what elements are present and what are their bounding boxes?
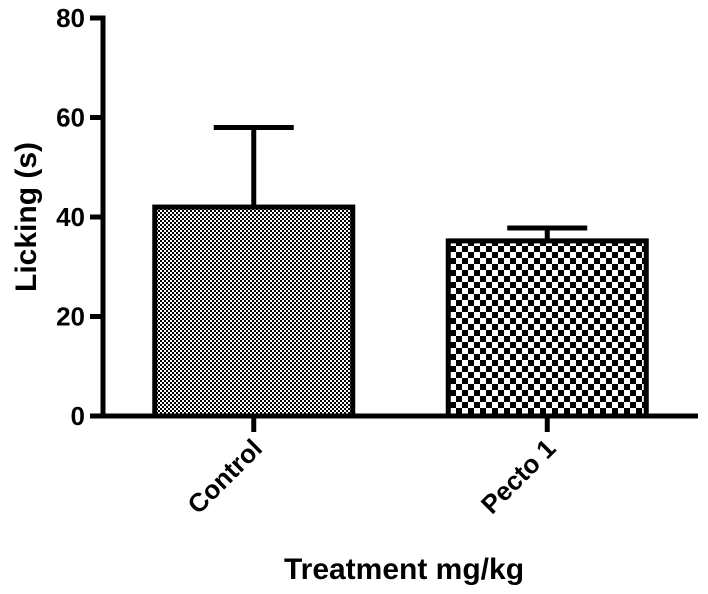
x-axis-title: Treatment mg/kg — [284, 553, 524, 586]
y-tick-label-3: 60 — [56, 103, 85, 133]
x-axis-ticks: Control Pecto 1 — [181, 416, 561, 520]
bar-1 — [445, 238, 649, 419]
error-bars-layer — [213, 124, 588, 241]
bars-layer — [152, 204, 649, 419]
bar-0 — [152, 204, 356, 419]
x-category-label-0: Control — [181, 433, 268, 520]
y-axis-ticks: 0 20 40 60 80 — [56, 3, 103, 431]
y-tick-label-4: 80 — [56, 3, 85, 33]
y-tick-label-2: 40 — [56, 202, 85, 232]
y-axis-title: Licking (s) — [10, 142, 43, 292]
y-tick-label-0: 0 — [71, 401, 85, 431]
x-category-label-1: Pecto 1 — [475, 433, 562, 520]
y-tick-label-1: 20 — [56, 302, 85, 332]
